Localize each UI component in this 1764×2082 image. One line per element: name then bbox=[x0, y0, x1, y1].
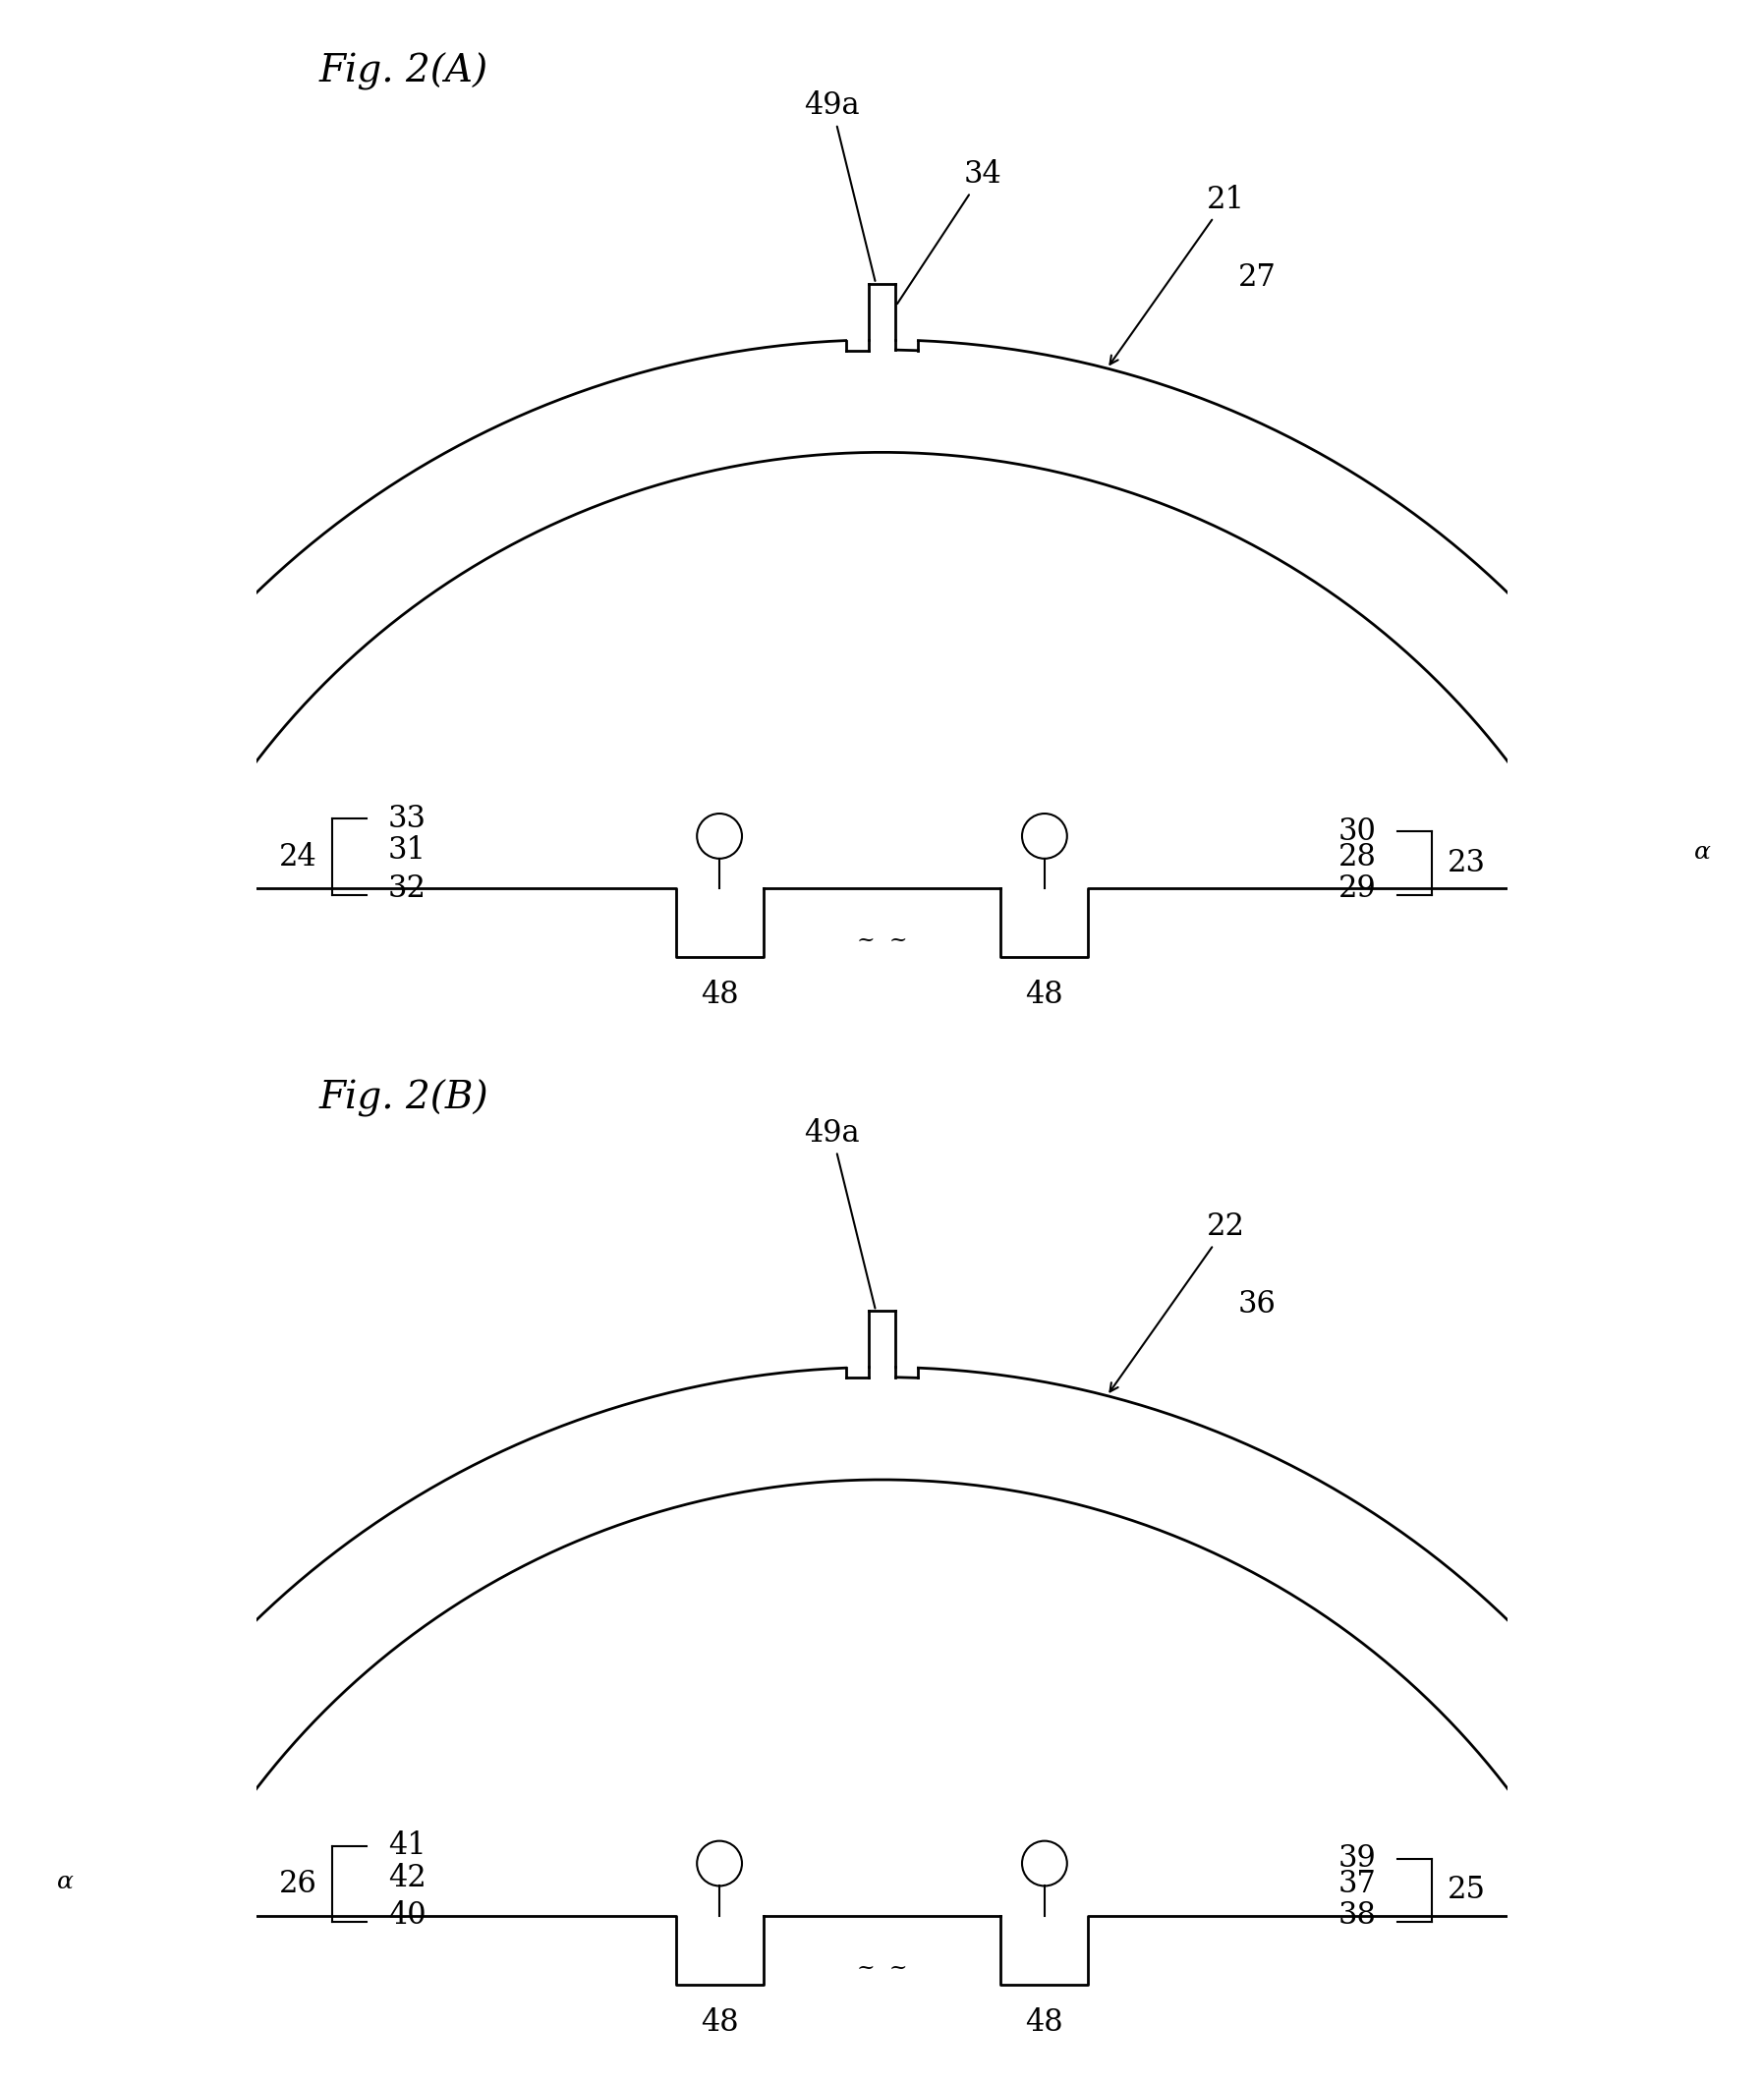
Text: 31: 31 bbox=[388, 835, 427, 866]
Text: 49a: 49a bbox=[804, 1118, 875, 1307]
Text: 42: 42 bbox=[388, 1863, 427, 1893]
Text: 34: 34 bbox=[898, 160, 1002, 304]
Text: 33: 33 bbox=[388, 804, 427, 835]
Text: 32: 32 bbox=[388, 872, 427, 904]
Text: α: α bbox=[56, 1872, 74, 1895]
Text: 25: 25 bbox=[1446, 1876, 1485, 1905]
Text: 48: 48 bbox=[700, 981, 739, 1010]
Text: 40: 40 bbox=[388, 1901, 427, 1932]
Text: ~  ~: ~ ~ bbox=[857, 929, 907, 951]
Text: 37: 37 bbox=[1339, 1870, 1376, 1899]
Text: 23: 23 bbox=[1446, 847, 1485, 879]
Text: 24: 24 bbox=[279, 841, 318, 872]
Text: 48: 48 bbox=[700, 2007, 739, 2038]
Text: α: α bbox=[1693, 841, 1711, 864]
Text: 38: 38 bbox=[1339, 1901, 1376, 1932]
Text: 28: 28 bbox=[1339, 841, 1376, 872]
Text: 30: 30 bbox=[1339, 816, 1376, 847]
Text: 39: 39 bbox=[1339, 1843, 1376, 1874]
Text: 49a: 49a bbox=[804, 92, 875, 281]
Text: 22: 22 bbox=[1110, 1212, 1245, 1391]
Text: 27: 27 bbox=[1238, 262, 1277, 294]
Text: Fig. 2(B): Fig. 2(B) bbox=[319, 1081, 489, 1118]
Text: 41: 41 bbox=[388, 1830, 427, 1861]
Text: 26: 26 bbox=[279, 1870, 318, 1899]
Text: 21: 21 bbox=[1110, 185, 1245, 364]
Text: Fig. 2(A): Fig. 2(A) bbox=[319, 52, 489, 90]
Text: ~  ~: ~ ~ bbox=[857, 1957, 907, 1978]
Text: 29: 29 bbox=[1339, 872, 1376, 904]
Text: 48: 48 bbox=[1025, 2007, 1064, 2038]
Text: 48: 48 bbox=[1025, 981, 1064, 1010]
Text: 36: 36 bbox=[1238, 1289, 1277, 1320]
